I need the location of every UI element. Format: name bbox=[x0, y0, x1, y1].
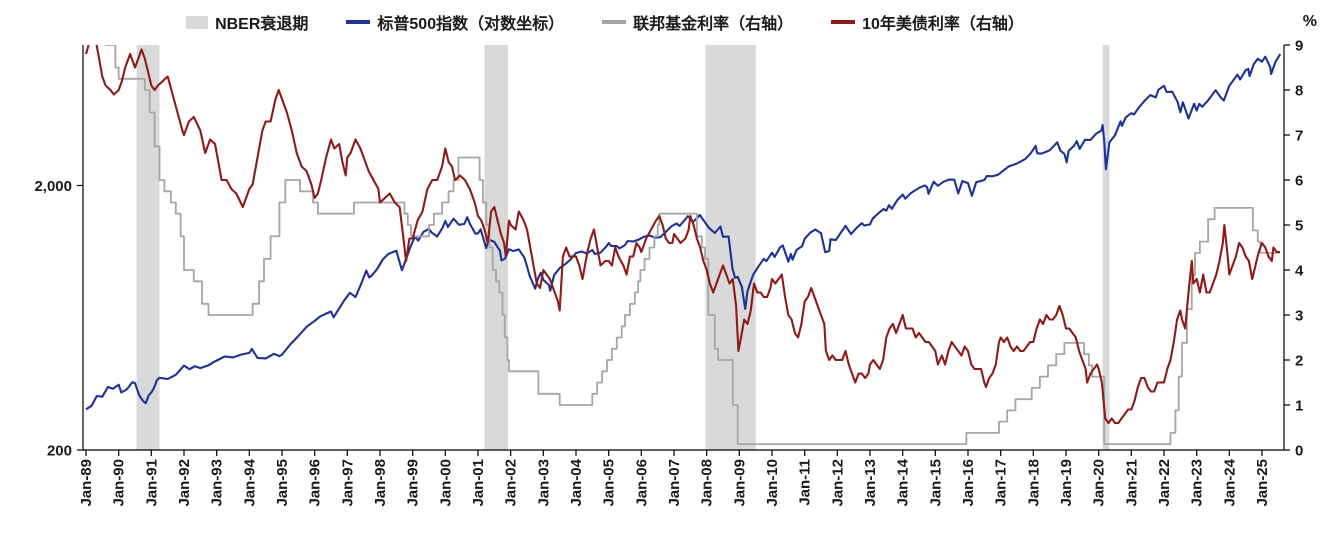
x-axis-tick-label: Jan-96 bbox=[307, 459, 324, 507]
recession-band bbox=[1102, 45, 1110, 450]
x-axis-tick-label: Jan-94 bbox=[241, 458, 258, 506]
legend-label-fed-funds: 联邦基金利率（右轴） bbox=[633, 16, 794, 33]
recession-bands bbox=[136, 45, 1110, 450]
right-axis-tick-label: 0 bbox=[1295, 443, 1303, 460]
x-axis-tick-label: Jan-09 bbox=[731, 459, 748, 507]
x-axis-tick-label: Jan-91 bbox=[143, 459, 160, 507]
x-axis-tick-label: Jan-04 bbox=[568, 458, 585, 506]
x-axis-tick-label: Jan-07 bbox=[666, 459, 683, 507]
legend-item-fed-funds: 联邦基金利率（右轴） bbox=[602, 10, 793, 34]
legend-item-nber-recession: NBER衰退期 bbox=[186, 10, 308, 34]
x-axis-tick-label: Jan-19 bbox=[1058, 459, 1075, 507]
x-axis-tick-label: Jan-22 bbox=[1156, 459, 1173, 507]
x-axis-tick-label: Jan-95 bbox=[274, 459, 291, 507]
right-axis-tick-label: 9 bbox=[1295, 38, 1303, 55]
x-axis-tick-label: Jan-18 bbox=[1025, 459, 1042, 507]
right-axis-tick-label: 5 bbox=[1295, 218, 1303, 235]
right-axis-unit-label: % bbox=[1302, 13, 1317, 30]
axis-ticks bbox=[77, 44, 1290, 456]
fed-funds-line-swatch-icon bbox=[602, 20, 627, 24]
x-axis-tick-label: Jan-16 bbox=[960, 459, 977, 507]
x-axis-tick-label: Jan-10 bbox=[764, 459, 781, 507]
axes bbox=[82, 45, 1285, 451]
sp500-series-line bbox=[85, 53, 1282, 411]
legend-item-sp500: 标普500指数（对数坐标） bbox=[346, 10, 564, 34]
right-axis-tick-label: 2 bbox=[1295, 353, 1303, 370]
x-axis-tick-label: Jan-01 bbox=[470, 459, 487, 507]
x-axis-tick-label: Jan-03 bbox=[535, 459, 552, 507]
x-axis-tick-label: Jan-14 bbox=[895, 458, 912, 506]
legend-label-nber: NBER衰退期 bbox=[215, 16, 309, 33]
x-axis-tick-label: Jan-05 bbox=[601, 459, 618, 507]
right-axis-tick-label: 8 bbox=[1295, 83, 1303, 100]
legend-label-sp500: 标普500指数（对数坐标） bbox=[377, 16, 565, 33]
x-axis-tick-label: Jan-89 bbox=[78, 459, 95, 507]
x-axis-tick-label: Jan-21 bbox=[1123, 459, 1140, 507]
right-axis-tick-label: 1 bbox=[1295, 398, 1303, 415]
right-axis-tick-label: 4 bbox=[1295, 263, 1304, 280]
left-axis-tick-label: 2,000 bbox=[34, 178, 72, 195]
recession-swatch-icon bbox=[186, 15, 209, 29]
x-axis-tick-label: Jan-99 bbox=[405, 459, 422, 507]
x-axis-tick-label: Jan-24 bbox=[1221, 458, 1238, 506]
x-axis-tick-label: Jan-11 bbox=[797, 459, 814, 506]
series-lines bbox=[84, 45, 1282, 445]
right-axis-tick-label: 7 bbox=[1295, 128, 1303, 145]
x-axis-tick-label: Jan-08 bbox=[699, 459, 716, 507]
x-axis-tick-label: Jan-17 bbox=[993, 459, 1010, 507]
x-axis-tick-label: Jan-25 bbox=[1254, 459, 1271, 507]
treasury-line-swatch-icon bbox=[831, 20, 856, 24]
x-axis-tick-label: Jan-00 bbox=[437, 459, 454, 507]
ust10y-series-line bbox=[84, 45, 1280, 425]
x-axis-tick-label: Jan-06 bbox=[633, 459, 650, 507]
axis-tick-labels: Jan-89 Jan-90 Jan-91 Jan-92 Jan-93 Jan-94 Jan-… bbox=[34, 38, 1304, 507]
x-axis-tick-label: Jan-92 bbox=[176, 459, 193, 507]
recession-band bbox=[136, 45, 160, 450]
legend-item-10y-treasury: 10年美债利率（右轴） bbox=[831, 10, 1024, 34]
fed_funds-series-line bbox=[104, 45, 1280, 445]
chart-legend: NBER衰退期 标普500指数（对数坐标） 联邦基金利率（右轴） 10年美债利率… bbox=[0, 10, 1210, 34]
x-axis-tick-label: Jan-13 bbox=[862, 459, 879, 507]
left-axis-tick-label: 200 bbox=[47, 443, 72, 460]
legend-label-10y-treasury: 10年美债利率（右轴） bbox=[862, 16, 1024, 33]
x-axis-tick-label: Jan-15 bbox=[927, 459, 944, 507]
right-axis-tick-label: 6 bbox=[1295, 173, 1303, 190]
x-axis-tick-label: Jan-12 bbox=[829, 459, 846, 507]
x-axis-tick-label: Jan-20 bbox=[1091, 459, 1108, 507]
x-axis-tick-label: Jan-93 bbox=[209, 459, 226, 507]
sp500-line-swatch-icon bbox=[346, 20, 371, 24]
right-axis-tick-label: 3 bbox=[1295, 308, 1303, 325]
x-axis-tick-label: Jan-98 bbox=[372, 459, 389, 507]
x-axis-tick-label: Jan-97 bbox=[339, 459, 356, 507]
x-axis-tick-label: Jan-23 bbox=[1189, 459, 1206, 507]
x-axis-tick-label: Jan-02 bbox=[503, 459, 520, 507]
recession-band bbox=[484, 45, 508, 450]
x-axis-tick-label: Jan-90 bbox=[111, 459, 128, 507]
